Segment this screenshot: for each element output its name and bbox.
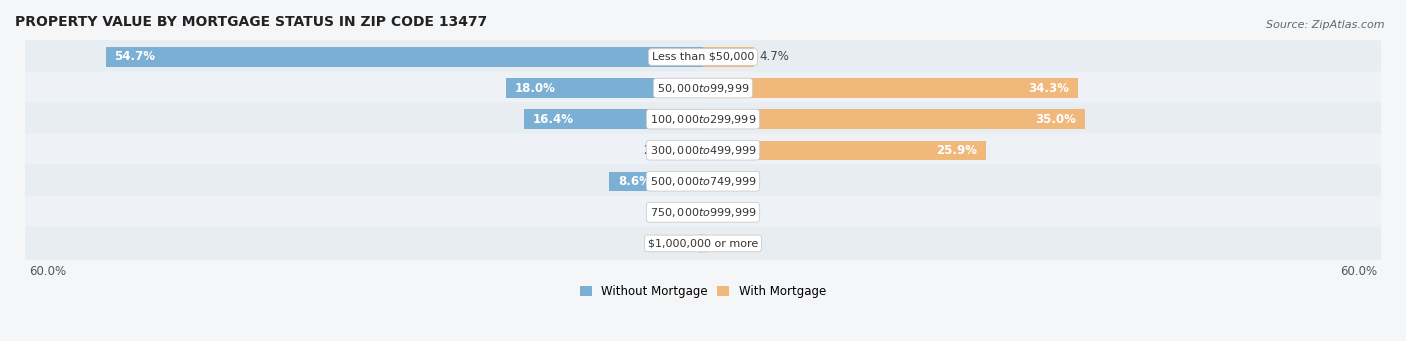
Text: 34.3%: 34.3%	[1028, 81, 1069, 94]
Text: 35.0%: 35.0%	[1036, 113, 1077, 125]
FancyBboxPatch shape	[25, 164, 1381, 198]
FancyBboxPatch shape	[25, 40, 1381, 74]
Bar	[703, 172, 707, 191]
Bar	[506, 78, 703, 98]
Bar	[703, 234, 707, 253]
FancyBboxPatch shape	[25, 227, 1381, 260]
Text: Source: ZipAtlas.com: Source: ZipAtlas.com	[1267, 20, 1385, 30]
Bar	[703, 47, 755, 66]
Text: $1,000,000 or more: $1,000,000 or more	[648, 238, 758, 248]
Bar	[703, 109, 1085, 129]
Text: 4.7%: 4.7%	[759, 50, 790, 63]
Text: 8.6%: 8.6%	[617, 175, 651, 188]
Text: $50,000 to $99,999: $50,000 to $99,999	[657, 81, 749, 94]
Legend: Without Mortgage, With Mortgage: Without Mortgage, With Mortgage	[575, 281, 831, 303]
Text: 2.3%: 2.3%	[643, 144, 672, 157]
FancyBboxPatch shape	[25, 71, 1381, 105]
Text: 0.0%: 0.0%	[713, 175, 742, 188]
Bar	[609, 172, 703, 191]
Text: 0.0%: 0.0%	[713, 237, 742, 250]
Text: $100,000 to $299,999: $100,000 to $299,999	[650, 113, 756, 125]
Text: 0.0%: 0.0%	[664, 237, 693, 250]
Bar	[524, 109, 703, 129]
Text: PROPERTY VALUE BY MORTGAGE STATUS IN ZIP CODE 13477: PROPERTY VALUE BY MORTGAGE STATUS IN ZIP…	[15, 15, 488, 29]
Text: $500,000 to $749,999: $500,000 to $749,999	[650, 175, 756, 188]
Bar	[699, 234, 703, 253]
Text: 0.0%: 0.0%	[664, 206, 693, 219]
FancyBboxPatch shape	[25, 102, 1381, 136]
Text: 25.9%: 25.9%	[936, 144, 977, 157]
Bar	[678, 140, 703, 160]
Text: Less than $50,000: Less than $50,000	[652, 52, 754, 62]
FancyBboxPatch shape	[25, 133, 1381, 167]
Text: 54.7%: 54.7%	[114, 50, 156, 63]
Bar	[699, 203, 703, 222]
Bar	[703, 140, 986, 160]
Text: 16.4%: 16.4%	[533, 113, 574, 125]
Text: 18.0%: 18.0%	[515, 81, 555, 94]
Text: $300,000 to $499,999: $300,000 to $499,999	[650, 144, 756, 157]
Bar	[703, 203, 707, 222]
Text: 0.0%: 0.0%	[713, 206, 742, 219]
Bar	[703, 78, 1077, 98]
Text: $750,000 to $999,999: $750,000 to $999,999	[650, 206, 756, 219]
Bar	[105, 47, 703, 66]
FancyBboxPatch shape	[25, 195, 1381, 229]
